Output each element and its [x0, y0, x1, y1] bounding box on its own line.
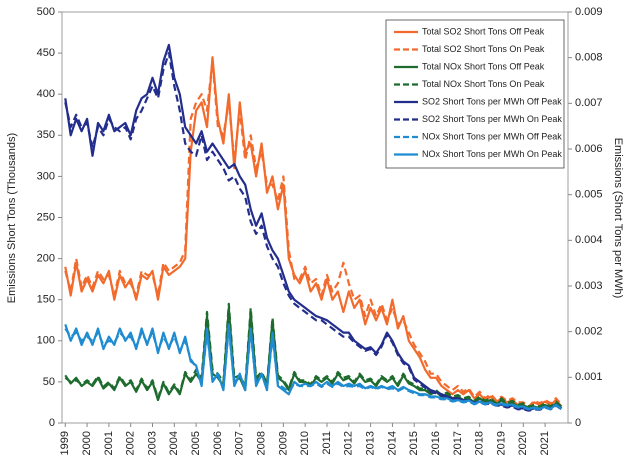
- x-tick-label: 2018: [474, 431, 486, 455]
- x-tick-label: 2010: [299, 431, 311, 455]
- y-tick-label: 250: [37, 211, 55, 223]
- y2-tick-label: 0.001: [575, 371, 603, 383]
- x-tick-label: 2015: [408, 431, 420, 455]
- y-tick-label: 0: [49, 417, 55, 429]
- y-tick-label: 50: [43, 376, 55, 388]
- legend-label: Total SO2 Short Tons Off Peak: [422, 26, 545, 36]
- x-tick-label: 2000: [81, 431, 93, 455]
- y2-tick-label: 0.009: [575, 6, 603, 18]
- series-line: [64, 60, 563, 408]
- x-tick-label: 2014: [386, 431, 398, 455]
- legend-label: Total NOx Short Tons Off Peak: [422, 61, 545, 71]
- y2-tick-label: 0.008: [575, 52, 603, 64]
- y2-tick-label: 0.006: [575, 143, 603, 155]
- y2-tick-label: 0.003: [575, 280, 603, 292]
- y2-tick-label: 0.002: [575, 326, 603, 338]
- legend-label: SO2 Short Tons per MWh On Peak: [422, 114, 562, 124]
- series-line: [64, 56, 563, 410]
- y-axis-label: Emissions Short Tons (Thousands): [6, 133, 18, 303]
- legend-label: NOx Short Tons per MWh On Peak: [422, 149, 562, 159]
- y2-tick-label: 0.004: [575, 234, 603, 246]
- x-tick-label: 2016: [430, 431, 442, 455]
- legend-label: SO2 Short Tons per MWh Off Peak: [422, 96, 562, 106]
- x-tick-label: 2019: [495, 431, 507, 455]
- y-tick-label: 100: [37, 335, 55, 347]
- y-tick-label: 200: [37, 253, 55, 265]
- series-line: [64, 323, 563, 410]
- y2-tick-label: 0.007: [575, 97, 603, 109]
- y-tick-label: 150: [37, 294, 55, 306]
- x-tick-label: 2001: [103, 431, 115, 455]
- series-line: [64, 306, 563, 410]
- y2-tick-label: 0: [575, 417, 581, 429]
- legend-label: Total SO2 Short Tons On Peak: [422, 44, 545, 54]
- series-line: [64, 52, 563, 412]
- y2-axis-label: Emissions (Short Tons per MWh): [612, 138, 624, 299]
- y-tick-label: 300: [37, 170, 55, 182]
- x-tick-label: 2006: [212, 431, 224, 455]
- y2-tick-label: 0.005: [575, 189, 603, 201]
- x-tick-label: 1999: [59, 431, 71, 455]
- x-tick-label: 2008: [255, 431, 267, 455]
- x-tick-label: 2011: [321, 431, 333, 455]
- legend-label: NOx Short Tons per MWh Off Peak: [422, 131, 562, 141]
- legend: Total SO2 Short Tons Off Peak Total SO2 S…: [385, 19, 565, 169]
- legend-label: Total NOx Short Tons On Peak: [422, 79, 545, 89]
- y-tick-label: 350: [37, 129, 55, 141]
- y-tick-label: 400: [37, 88, 55, 100]
- legend-box: [385, 19, 565, 169]
- series-line: [64, 302, 563, 408]
- x-tick-label: 2021: [539, 431, 551, 455]
- x-tick-label: 2003: [146, 431, 158, 455]
- y-tick-label: 500: [37, 6, 55, 18]
- x-tick-label: 2012: [343, 431, 355, 455]
- x-tick-label: 2004: [168, 431, 180, 455]
- x-tick-label: 2007: [234, 431, 246, 455]
- x-tick-label: 2002: [125, 431, 137, 455]
- x-tick-label: 2005: [190, 431, 202, 455]
- x-tick-label: 2020: [517, 431, 529, 455]
- x-tick-label: 2013: [365, 431, 377, 455]
- y-tick-label: 450: [37, 47, 55, 59]
- x-tick-label: 2017: [452, 431, 464, 455]
- x-tick-label: 2009: [277, 431, 289, 455]
